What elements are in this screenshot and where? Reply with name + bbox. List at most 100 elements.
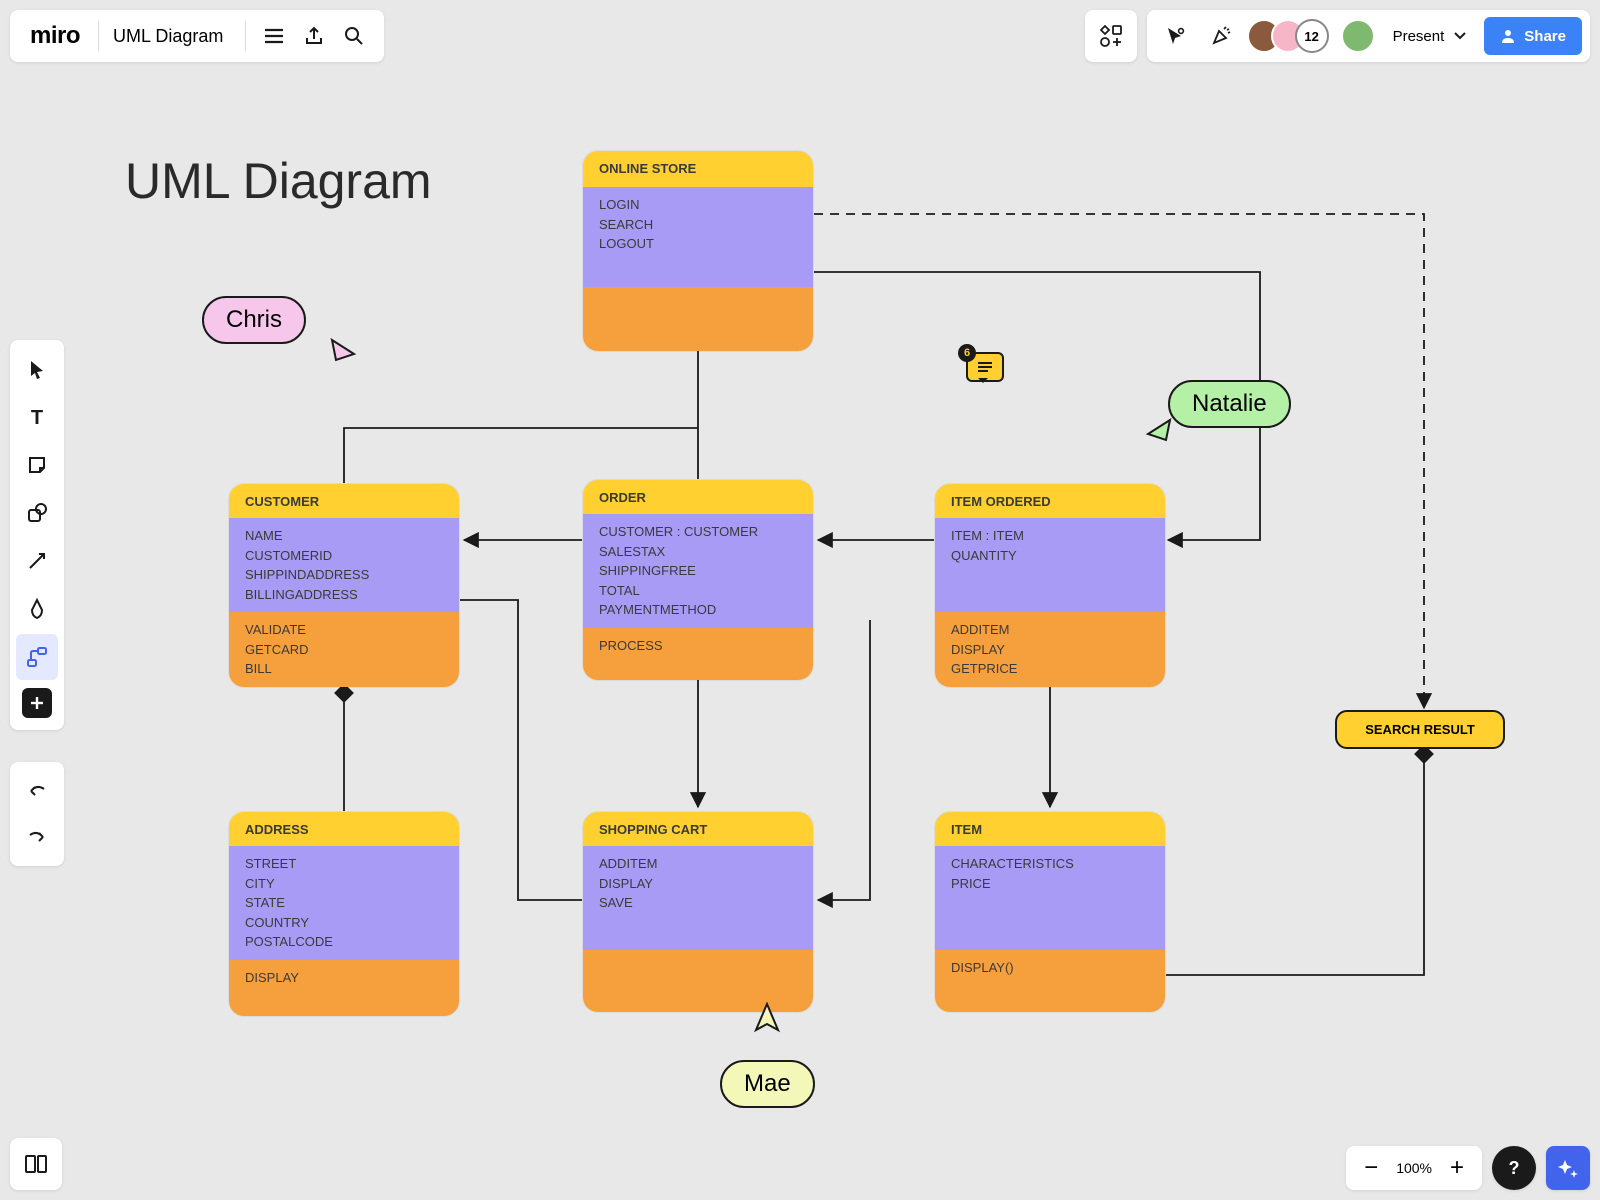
uml-node-title: ITEM ORDERED: [935, 484, 1165, 518]
zoom-in-button[interactable]: +: [1440, 1154, 1474, 1182]
uml-method: GETCARD: [245, 640, 443, 660]
zoom-level[interactable]: 100%: [1388, 1160, 1440, 1176]
uml-node-title: ITEM: [935, 812, 1165, 846]
board-name[interactable]: UML Diagram: [107, 26, 237, 47]
zoom-control: − 100% +: [1346, 1146, 1482, 1190]
comment-bubble[interactable]: 6: [966, 352, 1004, 382]
uml-node-item[interactable]: ITEMCHARACTERISTICSPRICEDISPLAY(): [934, 811, 1166, 1013]
uml-attr: PRICE: [951, 874, 1149, 894]
tool-select[interactable]: [16, 346, 58, 392]
uml-attr: PAYMENTMETHOD: [599, 600, 797, 620]
tool-shapes[interactable]: [16, 490, 58, 536]
cursor-chris: Chris: [202, 296, 306, 344]
uml-attr: STREET: [245, 854, 443, 874]
uml-attr: QUANTITY: [951, 546, 1149, 566]
tool-sticky[interactable]: [16, 442, 58, 488]
uml-attr: POSTALCODE: [245, 932, 443, 952]
text-icon: T: [27, 407, 47, 427]
sticky-icon: [27, 455, 47, 475]
svg-text:T: T: [31, 407, 43, 427]
chevron-down-icon: [1454, 32, 1466, 40]
menu-button[interactable]: [254, 16, 294, 56]
export-button[interactable]: [294, 16, 334, 56]
collab-bar: 12 Present Share: [1147, 10, 1590, 62]
cursor-mae: Mae: [720, 1060, 815, 1108]
comment-count-badge: 6: [958, 344, 976, 362]
uml-node-online_store[interactable]: ONLINE STORELOGINSEARCHLOGOUT: [582, 150, 814, 352]
uml-attr: ITEM : ITEM: [951, 526, 1149, 546]
uml-method: BILL: [245, 659, 443, 679]
search-button[interactable]: [334, 16, 374, 56]
cursor-mode-button[interactable]: [1155, 16, 1195, 56]
uml-method: DISPLAY: [245, 968, 443, 988]
help-button[interactable]: ?: [1492, 1146, 1536, 1190]
tool-add[interactable]: [22, 688, 52, 718]
pen-icon: [27, 598, 47, 620]
uml-attr: SHIPPINGFREE: [599, 561, 797, 581]
tool-diagram[interactable]: [16, 634, 58, 680]
pointer-icon: [28, 359, 46, 379]
search-icon: [344, 26, 364, 46]
tool-line[interactable]: [16, 538, 58, 584]
diagram-icon: [26, 646, 48, 668]
uml-method: DISPLAY: [951, 640, 1149, 660]
uml-attr: SEARCH: [599, 215, 797, 235]
avatar-stack[interactable]: 12: [1247, 19, 1329, 53]
uml-node-item_ordered[interactable]: ITEM ORDERED ITEM : ITEMQUANTITY ADDITEMDI…: [934, 483, 1166, 688]
uml-node-title: ADDRESS: [229, 812, 459, 846]
comment-lines-icon: [976, 361, 994, 373]
uml-attr: LOGOUT: [599, 234, 797, 254]
divider: [245, 21, 246, 51]
tool-pen[interactable]: [16, 586, 58, 632]
reactions-button[interactable]: [1201, 16, 1241, 56]
undo-button[interactable]: [16, 768, 58, 814]
search-result-node[interactable]: SEARCH RESULT: [1335, 710, 1505, 749]
cursor-icon: [1165, 26, 1185, 46]
hamburger-icon: [264, 28, 284, 44]
ai-button[interactable]: [1546, 1146, 1590, 1190]
share-button[interactable]: Share: [1484, 17, 1582, 55]
uml-method: VALIDATE: [245, 620, 443, 640]
undo-icon: [26, 783, 48, 799]
logo[interactable]: miro: [20, 22, 90, 50]
uml-method: GETPRICE: [951, 659, 1149, 679]
export-icon: [304, 26, 324, 46]
uml-node-address[interactable]: ADDRESSSTREETCITYSTATECOUNTRYPOSTALCODED…: [228, 811, 460, 1017]
canvas-title: UML Diagram: [125, 152, 432, 210]
cursor-natalie-arrow: [1144, 418, 1174, 448]
cursor-mae-arrow: [754, 1002, 780, 1034]
uml-node-title: SHOPPING CART: [583, 812, 813, 846]
arrow-icon: [27, 551, 47, 571]
uml-attr: SALESTAX: [599, 542, 797, 562]
plus-icon: [29, 695, 45, 711]
uml-attr: CHARACTERISTICS: [951, 854, 1149, 874]
uml-attr: ADDITEM: [599, 854, 797, 874]
uml-attr: TOTAL: [599, 581, 797, 601]
topbar-right: 12 Present Share: [1085, 10, 1590, 62]
uml-node-title: ORDER: [583, 480, 813, 514]
uml-attr: NAME: [245, 526, 443, 546]
uml-node-order[interactable]: ORDER CUSTOMER : CUSTOMERSALESTAXSHIPPING…: [582, 479, 814, 681]
avatar-count[interactable]: 12: [1295, 19, 1329, 53]
apps-button[interactable]: [1085, 10, 1137, 62]
shapes-icon: [26, 502, 48, 524]
tool-text[interactable]: T: [16, 394, 58, 440]
zoom-bar: − 100% + ?: [1346, 1146, 1590, 1190]
uml-node-shopping_cart[interactable]: SHOPPING CARTADDITEMDISPLAYSAVE: [582, 811, 814, 1013]
uml-node-customer[interactable]: CUSTOMERNAMECUSTOMERIDSHIPPINDADDRESSBIL…: [228, 483, 460, 688]
uml-attr: CUSTOMER : CUSTOMER: [599, 522, 797, 542]
present-button[interactable]: Present: [1381, 18, 1479, 54]
uml-node-title: CUSTOMER: [229, 484, 459, 518]
uml-attr: DISPLAY: [599, 874, 797, 894]
uml-attr: CITY: [245, 874, 443, 894]
avatar-self[interactable]: [1341, 19, 1375, 53]
frames-button[interactable]: [10, 1138, 62, 1190]
uml-attr: SHIPPINDADDRESS: [245, 565, 443, 585]
zoom-out-button[interactable]: −: [1354, 1154, 1388, 1182]
uml-method: ADDITEM: [951, 620, 1149, 640]
uml-attr: STATE: [245, 893, 443, 913]
canvas[interactable]: UML Diagram ONLINE STORELOGINSEARCHLOGOU…: [0, 0, 1600, 1200]
cursor-natalie: Natalie: [1168, 380, 1291, 428]
redo-button[interactable]: [16, 814, 58, 860]
topbar: miro UML Diagram 12: [10, 10, 1590, 62]
